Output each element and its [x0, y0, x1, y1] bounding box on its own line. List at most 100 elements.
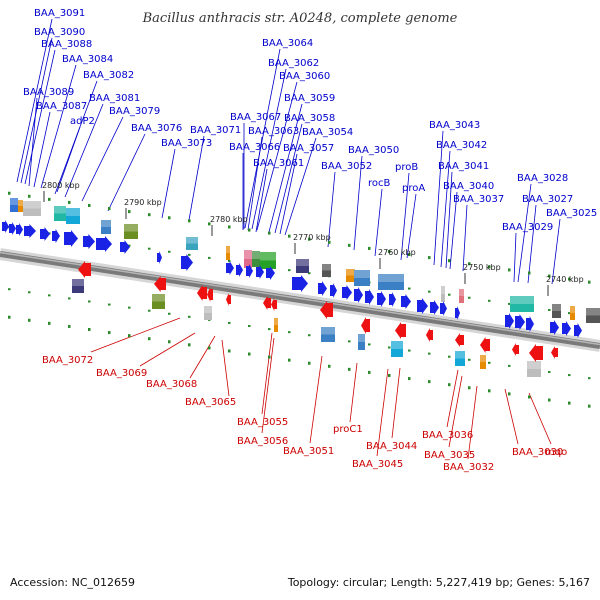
gene-block — [586, 308, 600, 323]
gene-block-shade — [54, 206, 66, 214]
reverse-gene-arrow — [395, 322, 406, 339]
track-dot — [568, 312, 571, 315]
forward-gene-arrow — [83, 234, 95, 249]
track-dot — [388, 249, 391, 253]
reverse-gene-arrow — [361, 317, 370, 334]
tick-label: 2800 kbp — [42, 181, 80, 190]
track-dot — [28, 291, 31, 294]
forward-gene-label: BAA_3088 — [41, 39, 92, 50]
track-dot — [288, 331, 291, 334]
gene-block-shade — [124, 224, 138, 232]
gene-block-shade — [72, 279, 84, 286]
gene-block-shade — [358, 334, 365, 342]
gene-block — [124, 224, 138, 239]
gene-block-shade — [391, 341, 403, 349]
forward-gene-arrow — [330, 283, 337, 298]
gene-block — [459, 289, 464, 303]
forward-gene-arrow — [256, 265, 264, 279]
reverse-gene-arrow — [455, 333, 464, 347]
forward-gene-arrow — [417, 298, 428, 314]
leader-line — [349, 362, 358, 423]
gene-block — [527, 361, 541, 377]
track-dot — [588, 404, 591, 408]
figure-title: Bacillus anthracis str. A0248, complete … — [142, 11, 458, 26]
forward-gene-arrow — [401, 294, 411, 309]
gene-block-shade — [296, 259, 309, 266]
track-dot — [348, 367, 351, 371]
gene-block-shade — [480, 355, 486, 362]
reverse-gene-arrow — [263, 296, 271, 310]
reverse-gene-arrow — [551, 346, 558, 359]
gene-features — [2, 198, 600, 377]
gene-block-shade — [322, 264, 331, 271]
forward-gene-label: BAA_3027 — [522, 194, 573, 205]
gene-block-shade — [204, 306, 212, 313]
gene-block — [274, 318, 278, 332]
track-dot — [8, 191, 11, 195]
track-dot — [308, 361, 311, 365]
reverse-gene-arrow — [426, 328, 433, 342]
gene-block — [391, 341, 403, 357]
forward-gene-label: rocB — [368, 178, 391, 189]
leader-line — [247, 136, 263, 231]
forward-gene-label: BAA_3025 — [546, 208, 597, 219]
track-dot — [288, 358, 291, 362]
track-dot — [208, 222, 211, 226]
leader-line — [527, 204, 537, 284]
forward-gene-label: BAA_3042 — [436, 140, 487, 151]
track-dot — [548, 274, 551, 278]
reverse-gene-arrow — [226, 293, 231, 306]
forward-gene-label: BAA_3037 — [453, 194, 504, 205]
leader-line — [517, 183, 532, 283]
leader-line — [188, 135, 205, 221]
track-dot — [368, 370, 371, 374]
forward-gene-label: BAA_3050 — [348, 145, 399, 156]
gene-block-shade — [527, 361, 541, 369]
tick-label: 2770 kbp — [293, 233, 331, 242]
track-dot — [8, 288, 11, 291]
genome-summary-text: Topology: circular; Length: 5,227,419 bp… — [287, 576, 590, 589]
leader-line — [400, 172, 410, 261]
leader-line — [261, 332, 273, 415]
leader-line — [446, 369, 459, 428]
track-dot — [468, 386, 471, 390]
track-dot — [488, 389, 491, 393]
track-dot — [88, 300, 91, 303]
accession-text: Accession: NC_012659 — [10, 576, 135, 589]
track-dot — [548, 398, 551, 402]
track-dot — [268, 231, 271, 235]
forward-gene-arrow — [246, 264, 253, 278]
gene-block-shade — [441, 286, 445, 294]
forward-gene-arrow — [24, 224, 36, 238]
track-dot — [68, 324, 71, 328]
gene-block — [510, 296, 534, 312]
reverse-gene-label: BAA_3056 — [237, 436, 288, 447]
forward-gene-label: BAA_3052 — [321, 161, 372, 172]
reverse-gene-label: BAA_3072 — [42, 355, 93, 366]
leader-line — [462, 204, 468, 272]
gene-block-shade — [552, 304, 561, 311]
leader-line — [467, 385, 478, 460]
track-dot — [348, 243, 351, 247]
track-dot — [168, 250, 171, 253]
forward-gene-arrow — [181, 254, 193, 271]
reverse-gene-label: mqo — [545, 447, 567, 458]
track-dot — [188, 315, 191, 318]
track-dot — [468, 358, 471, 361]
gene-block — [296, 259, 309, 273]
leader-line — [261, 337, 275, 434]
reverse-gene-label: BAA_3068 — [146, 379, 197, 390]
leader-line — [33, 111, 51, 188]
tick-label: 2790 kbp — [124, 198, 162, 207]
forward-gene-arrow — [562, 321, 571, 336]
leader-line — [64, 103, 104, 198]
leader-line — [16, 18, 53, 183]
forward-gene-arrow — [505, 313, 514, 329]
track-dot — [188, 343, 191, 347]
track-dot — [488, 265, 491, 269]
leader-line — [551, 218, 561, 285]
forward-gene-label: BAA_3090 — [34, 27, 85, 38]
track-dot — [408, 253, 411, 257]
